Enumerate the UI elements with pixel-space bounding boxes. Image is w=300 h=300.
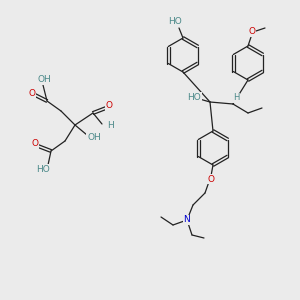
Text: H: H bbox=[106, 121, 113, 130]
Text: H: H bbox=[233, 94, 239, 103]
Text: O: O bbox=[32, 140, 38, 148]
Text: O: O bbox=[208, 175, 214, 184]
Text: O: O bbox=[28, 89, 35, 98]
Text: O: O bbox=[248, 28, 256, 37]
Text: N: N bbox=[184, 215, 190, 224]
Text: HO: HO bbox=[187, 92, 201, 101]
Text: O: O bbox=[106, 101, 112, 110]
Text: OH: OH bbox=[87, 134, 101, 142]
Text: OH: OH bbox=[37, 76, 51, 85]
Text: HO: HO bbox=[168, 17, 182, 26]
Text: HO: HO bbox=[36, 164, 50, 173]
